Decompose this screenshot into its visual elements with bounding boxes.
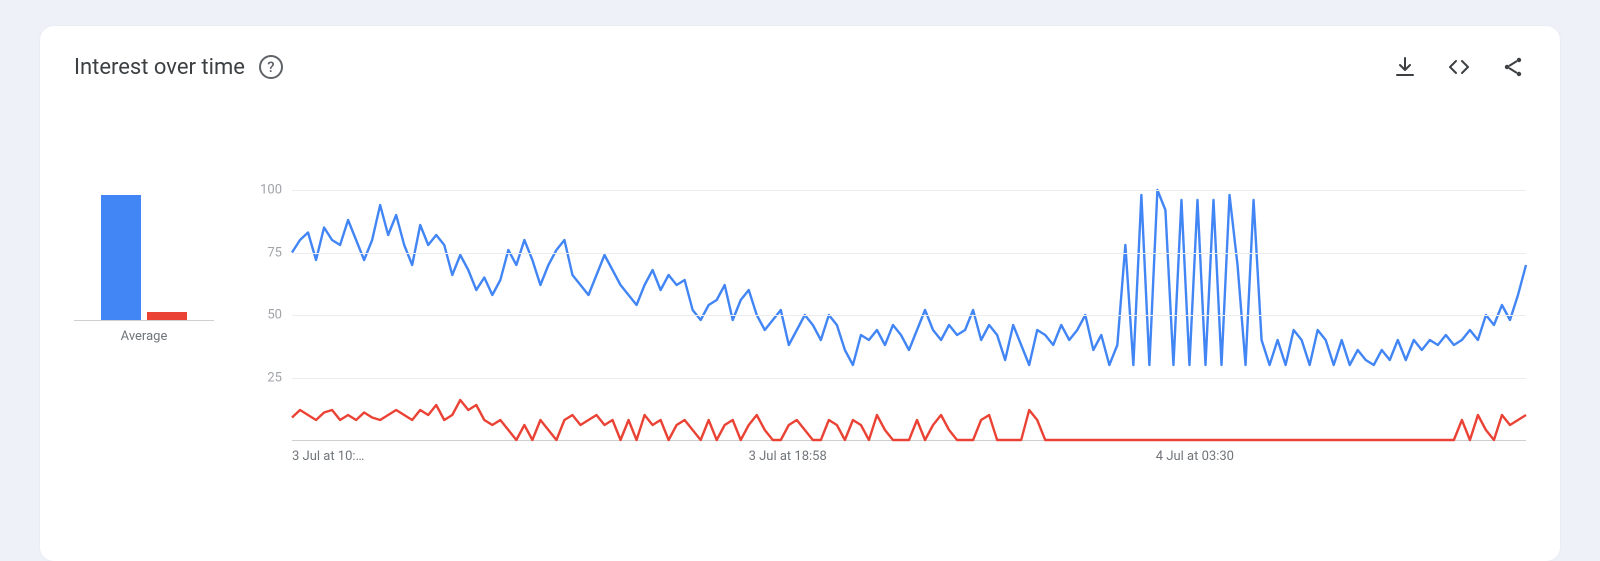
x-tick-label: 3 Jul at 10:… [292,449,364,464]
average-bar [147,312,187,320]
series-line-series-b [292,400,1526,440]
share-icon[interactable] [1500,54,1526,80]
plot-area [292,190,1526,441]
card-header: Interest over time ? [74,54,1526,80]
average-bars [74,190,214,321]
trend-chart[interactable]: 255075100 3 Jul at 10:…3 Jul at 18:584 J… [252,190,1526,473]
grid-line [292,315,1526,316]
average-label: Average [74,329,214,344]
average-bar [101,195,141,320]
y-tick-label: 75 [246,245,282,260]
card-actions [1392,54,1526,80]
x-tick-label: 4 Jul at 03:30 [1156,449,1234,464]
interest-card: Interest over time ? [40,26,1560,561]
embed-icon[interactable] [1446,54,1472,80]
y-axis-labels: 255075100 [246,190,282,440]
x-tick-label: 3 Jul at 18:58 [749,449,827,464]
card-body: Average 255075100 3 Jul at 10:…3 Jul at … [74,190,1526,473]
grid-line [292,378,1526,379]
y-tick-label: 100 [246,183,282,198]
help-icon[interactable]: ? [259,55,283,79]
y-tick-label: 25 [246,370,282,385]
grid-line [292,190,1526,191]
card-title: Interest over time [74,55,245,80]
grid-line [292,253,1526,254]
download-icon[interactable] [1392,54,1418,80]
title-group: Interest over time ? [74,55,283,80]
y-tick-label: 50 [246,308,282,323]
series-line-series-a [292,190,1526,365]
average-mini-chart: Average [74,190,214,344]
x-axis-labels: 3 Jul at 10:… 3 Jul at 18:58 4 Jul at 03:3… [292,449,1526,473]
